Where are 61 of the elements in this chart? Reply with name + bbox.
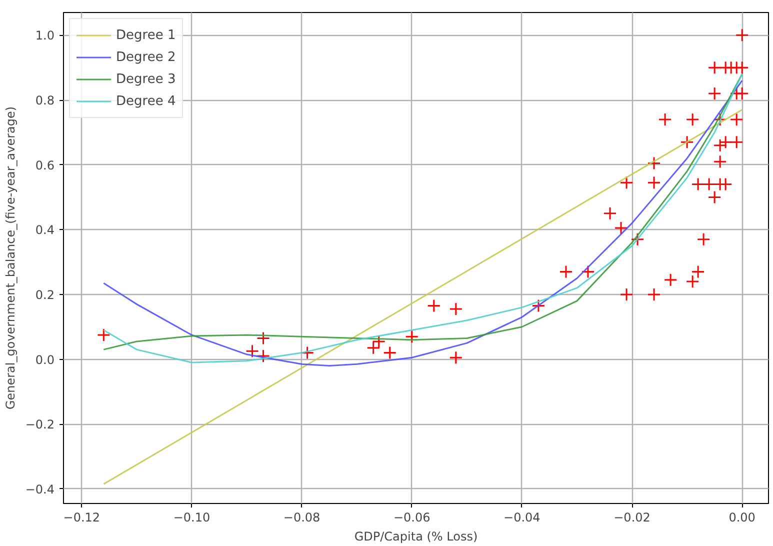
- point: [691, 265, 705, 279]
- point: [686, 274, 700, 288]
- point: [735, 28, 749, 42]
- point: [603, 206, 617, 220]
- point: [647, 176, 661, 190]
- x-tick-label: −0.02: [614, 510, 650, 524]
- point: [680, 135, 694, 149]
- point: [691, 178, 705, 192]
- point: [559, 265, 573, 279]
- point: [658, 112, 672, 126]
- point: [620, 288, 634, 302]
- y-tick-label: −0.2: [25, 418, 54, 432]
- x-tick-label: −0.08: [283, 510, 320, 524]
- y-tick-label: 0.4: [35, 223, 55, 238]
- point: [256, 331, 270, 345]
- point: [702, 178, 716, 192]
- point: [614, 221, 628, 235]
- x-tick-label: −0.04: [504, 510, 540, 524]
- point: [449, 302, 463, 316]
- point: [620, 176, 634, 190]
- point: [246, 344, 260, 358]
- legend-label: Degree 3: [116, 72, 176, 86]
- point: [383, 346, 397, 360]
- y-tick-label: 0.8: [35, 94, 55, 108]
- point: [664, 273, 678, 287]
- x-tick-label: 0.00: [728, 510, 756, 524]
- legend-label: Degree 4: [116, 94, 176, 108]
- y-tick-label: 0.6: [35, 158, 55, 172]
- x-tick-label: −0.06: [393, 510, 430, 524]
- point: [708, 190, 722, 204]
- x-axis-title: GDP/Capita (% Loss): [354, 530, 478, 544]
- point: [427, 299, 441, 313]
- point: [449, 350, 463, 364]
- legend-label: Degree 2: [116, 50, 176, 64]
- point: [256, 349, 270, 363]
- y-tick-label: 0.0: [35, 352, 55, 367]
- point: [735, 86, 749, 100]
- point: [647, 156, 661, 170]
- point: [581, 265, 595, 279]
- point: [713, 112, 727, 126]
- y-axis-title: General_government_balance_(five-year_average): [3, 106, 18, 410]
- point: [730, 135, 744, 149]
- point: [630, 232, 644, 246]
- point: [735, 60, 749, 74]
- point: [730, 112, 744, 126]
- point: [405, 330, 419, 344]
- y-tick-label: −0.4: [25, 482, 54, 496]
- point: [686, 112, 700, 126]
- x-tick-label: −0.10: [173, 510, 210, 524]
- legend-label: Degree 1: [116, 28, 176, 42]
- point: [300, 346, 314, 360]
- point: [647, 288, 661, 302]
- point: [696, 232, 710, 246]
- point: [532, 299, 546, 313]
- point: [708, 86, 722, 100]
- point: [708, 60, 722, 74]
- y-tick-label: 1.0: [35, 28, 55, 43]
- point: [96, 328, 110, 342]
- y-tick-label: 0.2: [35, 288, 55, 302]
- x-tick-label: −0.12: [63, 510, 100, 524]
- point: [713, 154, 727, 168]
